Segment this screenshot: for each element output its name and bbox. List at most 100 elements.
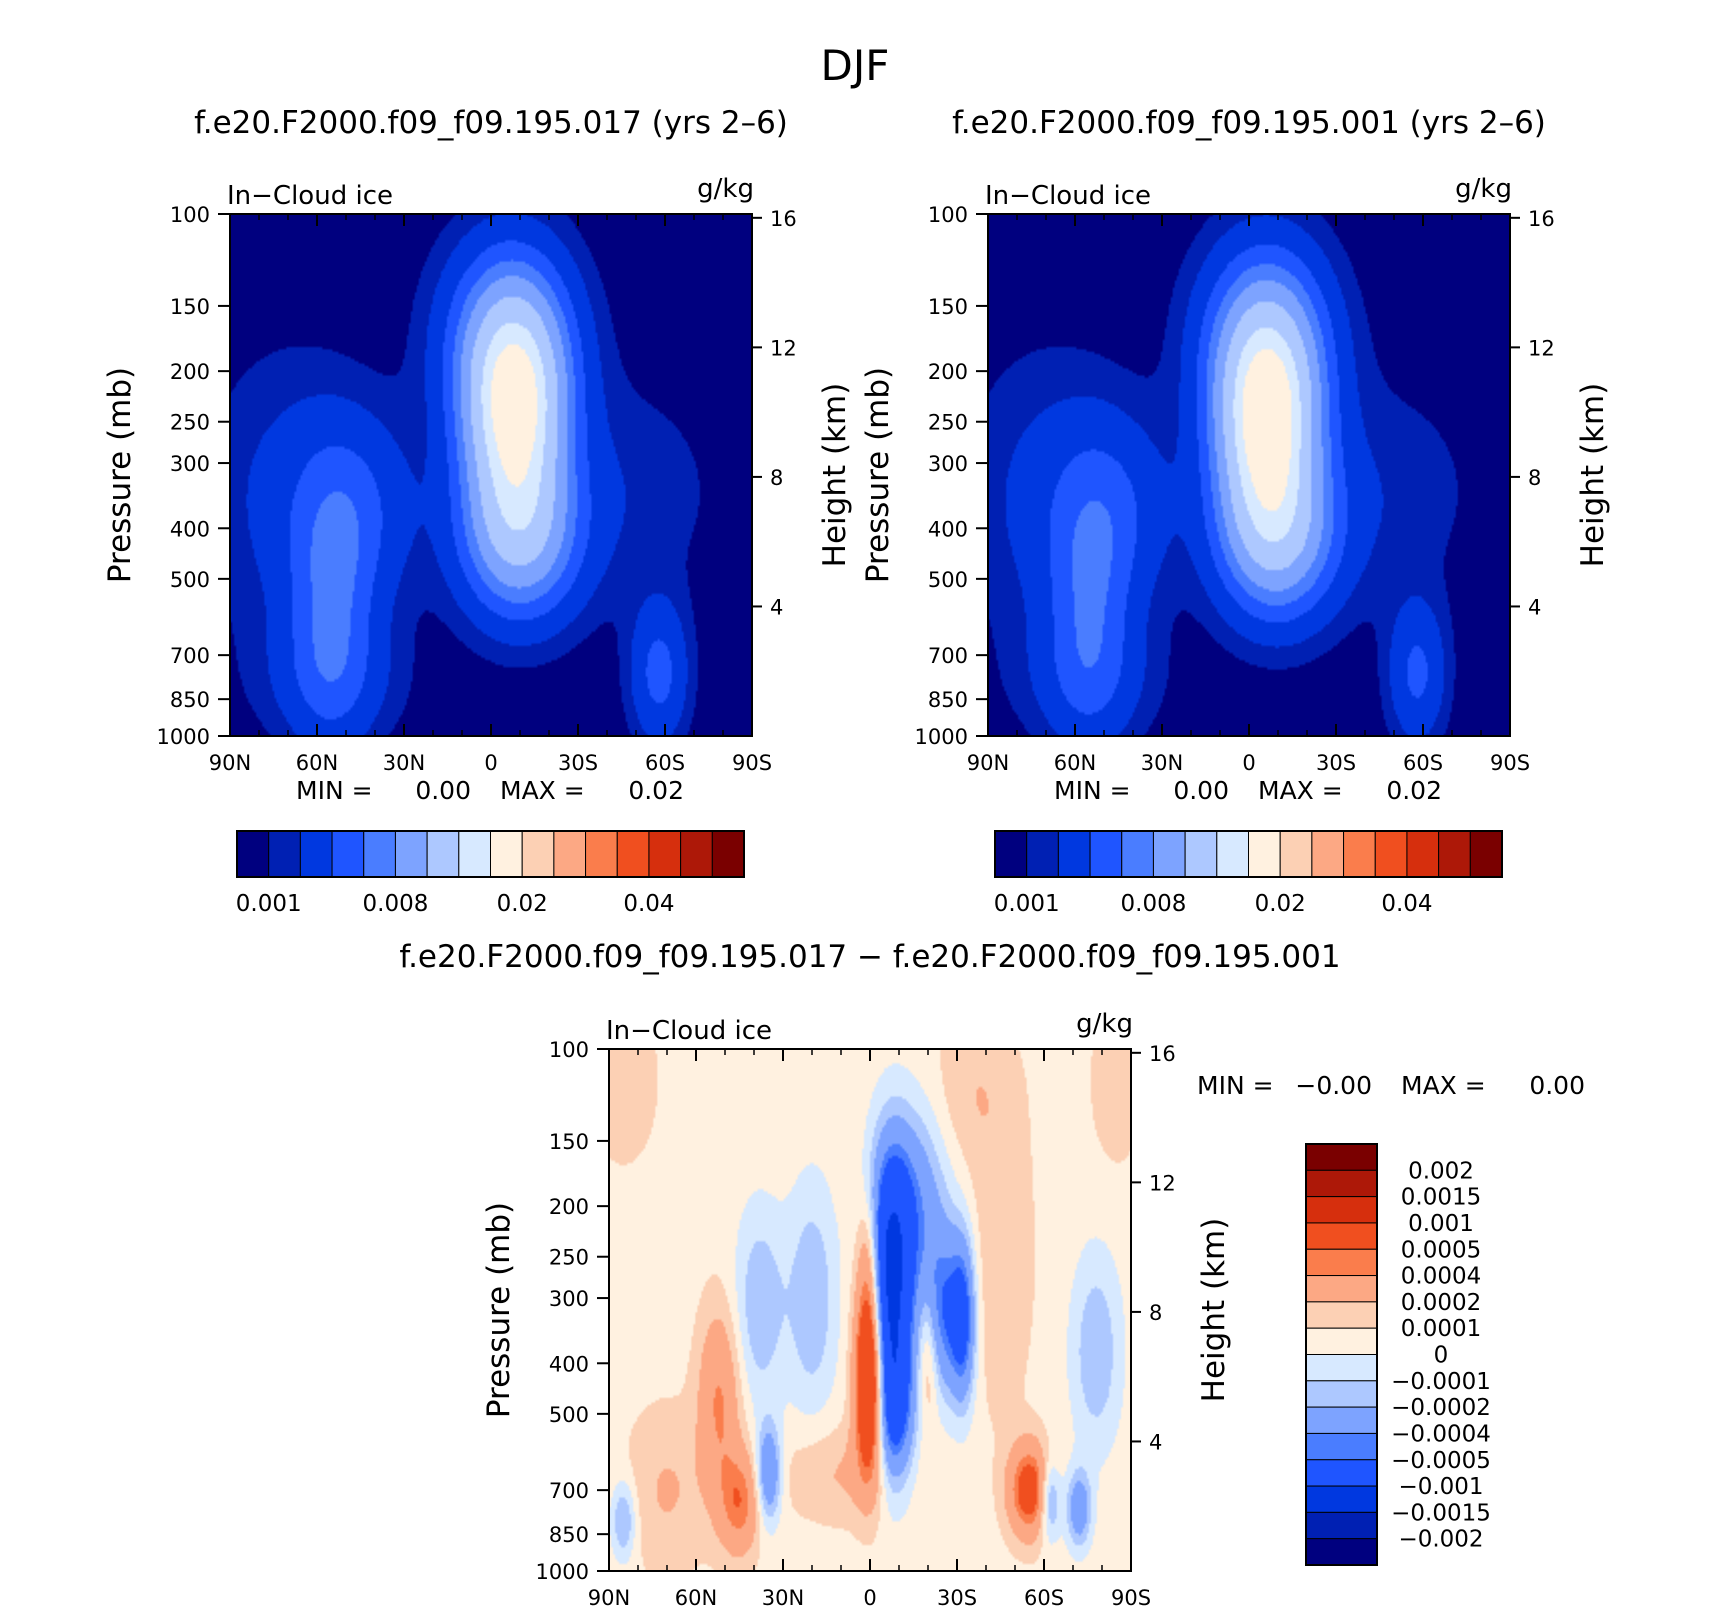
y-axis-label: Pressure (mb): [860, 367, 896, 583]
colorbar-frame: [1305, 1143, 1378, 1566]
colorbar-label: 0.04: [623, 891, 674, 917]
y-axis-right-label: Height (km): [1196, 1218, 1232, 1403]
height-tick-label: 4: [1149, 1430, 1162, 1454]
colorbar-swatch: [1406, 830, 1440, 878]
contour-field: [230, 214, 752, 736]
y-tick-label: 250: [928, 411, 968, 435]
colorbar-label: −0.001: [1398, 1474, 1483, 1500]
x-tick-label: 90N: [588, 1586, 630, 1610]
min-value: 0.00: [415, 776, 471, 805]
y-axis-right-label: Height (km): [817, 383, 853, 568]
colorbar-swatch: [1305, 1196, 1378, 1224]
colorbar-swatch: [616, 830, 650, 878]
difference-panel: f.e20.F2000.f09_f09.195.017 − f.e20.F200…: [399, 939, 1585, 1610]
x-tick-label: 30N: [383, 751, 425, 775]
colorbar-swatch: [394, 830, 428, 878]
y-tick-label: 850: [170, 688, 210, 712]
colorbar-label: 0.0005: [1401, 1237, 1481, 1263]
colorbar-swatch: [299, 830, 333, 878]
colorbar-label: −0.0001: [1391, 1369, 1491, 1395]
colorbar-swatch: [1305, 1354, 1378, 1382]
colorbar-swatch: [1305, 1538, 1378, 1566]
y-tick-label: 1000: [157, 725, 210, 749]
x-tick-label: 30N: [1141, 751, 1183, 775]
y-tick-label: 100: [170, 203, 210, 227]
colorbar-label: 0.04: [1381, 891, 1432, 917]
y-tick-label: 100: [549, 1038, 589, 1062]
colorbar-swatch: [648, 830, 682, 878]
x-tick-label: 90S: [732, 751, 772, 775]
units-label: g/kg: [1455, 174, 1512, 204]
colorbar-swatch: [1057, 830, 1091, 878]
colorbar-label: −0.0004: [1391, 1421, 1491, 1447]
height-tick-label: 8: [1528, 466, 1541, 490]
y-tick-label: 500: [549, 1403, 589, 1427]
colorbar-label: 0.001: [236, 891, 302, 917]
colorbar-label: −0.0005: [1391, 1448, 1491, 1474]
panel-title: f.e20.F2000.f09_f09.195.017 (yrs 2–6): [194, 105, 788, 141]
min-label: MIN =: [1197, 1071, 1274, 1100]
colorbar-swatch: [553, 830, 587, 878]
x-tick-label: 30S: [1316, 751, 1356, 775]
y-tick-label: 500: [170, 568, 210, 592]
colorbar-label: 0.008: [363, 891, 429, 917]
colorbar-swatch: [1305, 1222, 1378, 1250]
x-tick-label: 0: [484, 751, 497, 775]
colorbar-label: 0.0001: [1401, 1316, 1481, 1342]
x-tick-label: 0: [1242, 751, 1255, 775]
y-tick-label: 850: [549, 1523, 589, 1547]
y-tick-label: 500: [928, 568, 968, 592]
colorbar-frame: [236, 830, 745, 878]
y-tick-label: 200: [928, 360, 968, 384]
min-value: 0.00: [1173, 776, 1229, 805]
variable-label: In−Cloud ice: [985, 181, 1151, 211]
y-tick-label: 250: [549, 1246, 589, 1270]
colorbar-frame: [994, 830, 1503, 878]
variable-label: In−Cloud ice: [606, 1016, 772, 1046]
y-tick-label: 300: [549, 1287, 589, 1311]
max-value: 0.02: [628, 776, 684, 805]
figure-title: DJF: [821, 41, 890, 90]
x-tick-label: 60N: [1054, 751, 1096, 775]
max-label: MAX =: [500, 776, 585, 805]
colorbar-swatch: [1469, 830, 1503, 878]
height-tick-label: 16: [1528, 207, 1555, 231]
colorbar-swatch: [521, 830, 555, 878]
panel-title: f.e20.F2000.f09_f09.195.001 (yrs 2–6): [952, 105, 1546, 141]
variable-label: In−Cloud ice: [227, 181, 393, 211]
contour-field: [988, 214, 1510, 736]
colorbar-swatch: [1305, 1143, 1378, 1171]
colorbar-swatch: [268, 830, 301, 878]
height-tick-label: 12: [1528, 336, 1555, 360]
colorbar-swatch: [1305, 1459, 1378, 1487]
y-tick-label: 150: [170, 295, 210, 319]
colorbar-swatch: [1374, 830, 1408, 878]
colorbar-label: 0.0002: [1401, 1290, 1481, 1316]
colorbar-label: −0.002: [1398, 1527, 1483, 1553]
colorbar-swatch: [1305, 1485, 1378, 1513]
colorbar-label: 0.02: [497, 891, 548, 917]
colorbar-swatch: [1026, 830, 1059, 878]
y-tick-label: 400: [170, 517, 210, 541]
y-tick-label: 250: [170, 411, 210, 435]
x-tick-label: 0: [863, 1586, 876, 1610]
colorbar-swatch: [426, 830, 460, 878]
min-label: MIN =: [296, 776, 373, 805]
y-axis-label: Pressure (mb): [481, 1202, 517, 1418]
colorbar-label: −0.0015: [1391, 1500, 1491, 1526]
colorbar-label: 0.002: [1408, 1158, 1474, 1184]
colorbar-swatch: [680, 830, 713, 878]
colorbar-label: −0.0002: [1391, 1395, 1491, 1421]
colorbar-label: 0.02: [1255, 891, 1306, 917]
y-tick-label: 700: [170, 644, 210, 668]
colorbar-swatch: [1305, 1275, 1378, 1303]
colorbar-swatch: [1305, 1432, 1378, 1461]
colorbar-swatch: [1311, 830, 1345, 878]
colorbar-label: 0: [1434, 1343, 1449, 1369]
y-tick-label: 400: [928, 517, 968, 541]
colorbar-swatch: [1279, 830, 1313, 878]
height-tick-label: 16: [1149, 1042, 1176, 1066]
height-tick-label: 12: [1149, 1171, 1176, 1195]
x-tick-label: 30S: [937, 1586, 977, 1610]
